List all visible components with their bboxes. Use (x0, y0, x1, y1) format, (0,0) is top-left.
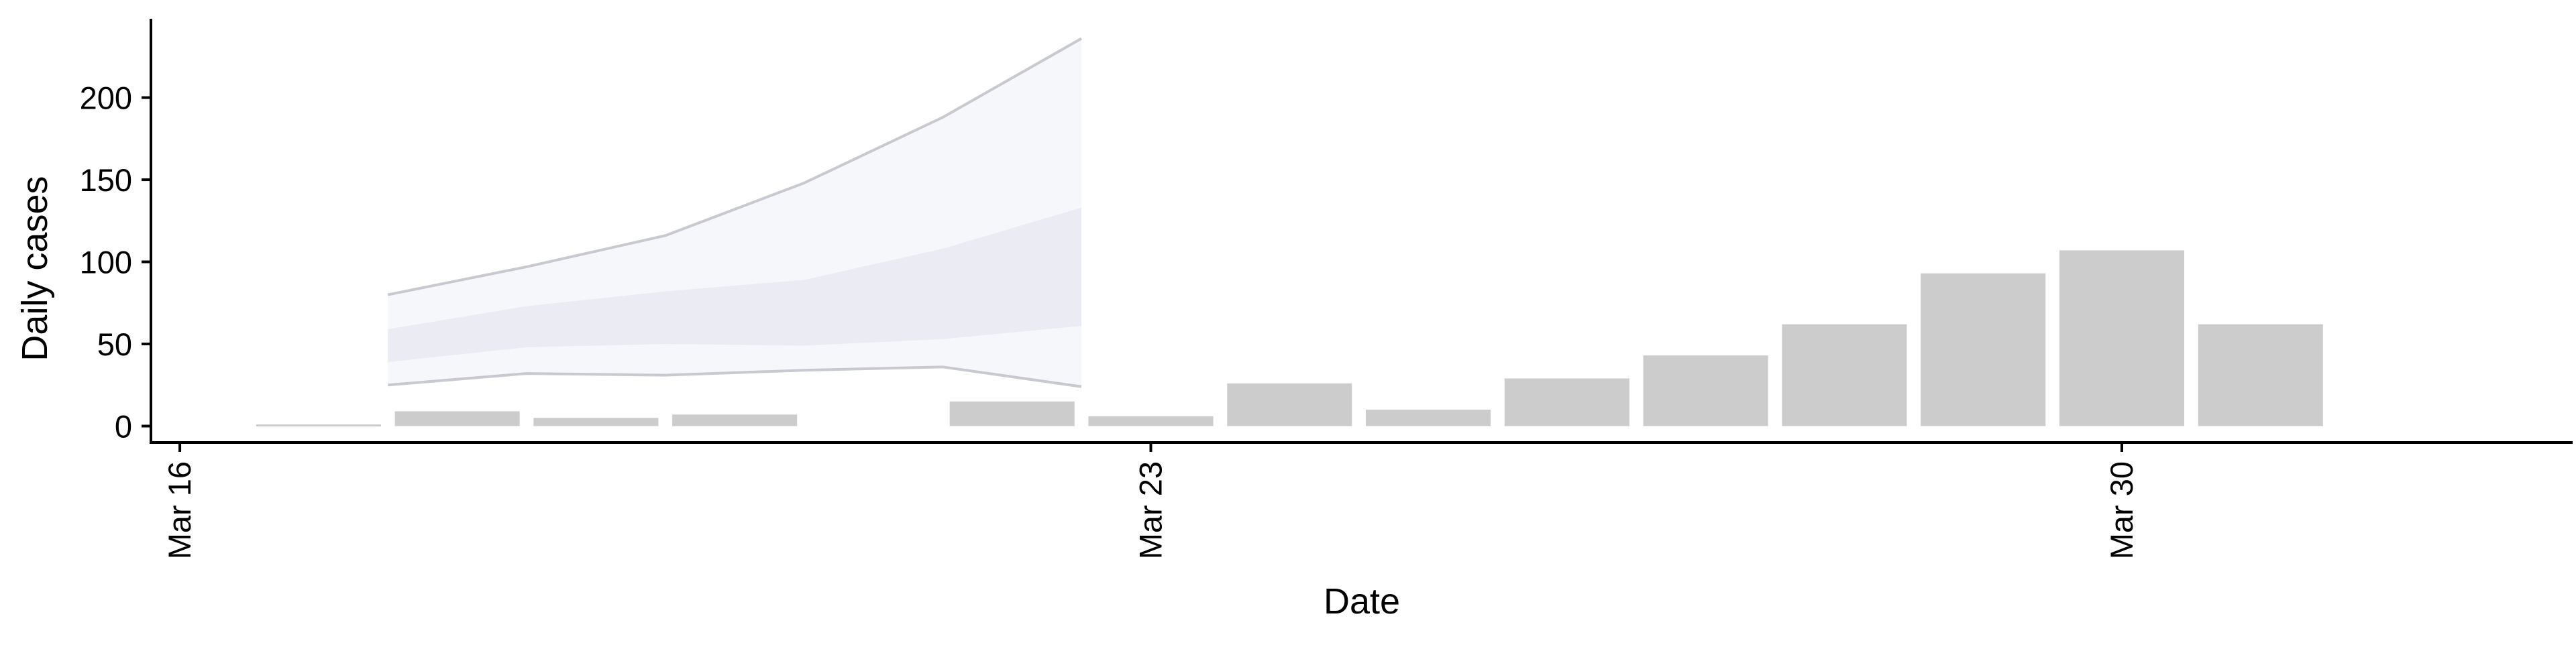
y-tick-label: 0 (115, 409, 132, 445)
bar (949, 401, 1075, 426)
bar-series (256, 250, 2323, 427)
bar (1504, 378, 1629, 426)
bar (1643, 355, 1768, 426)
forecast-lower-line (388, 365, 1082, 388)
y-tick-label: 50 (97, 327, 132, 362)
x-tick-label: Mar 30 (2104, 461, 2139, 559)
axes: 0 50 100 150 200 Mar 16 Mar 23 Mar 30 (80, 19, 2573, 559)
y-tick-label: 100 (80, 245, 132, 280)
bar (1366, 410, 1491, 426)
bar (1227, 383, 1352, 426)
y-axis-ticks: 0 50 100 150 200 (80, 80, 151, 445)
x-tick-label: Mar 23 (1133, 461, 1169, 559)
bar (1088, 416, 1214, 426)
x-tick-label: Mar 16 (162, 461, 197, 559)
bar (1921, 273, 2046, 426)
bar (2198, 324, 2323, 426)
y-axis-title: Daily cases (15, 176, 55, 361)
forecast-bands (387, 37, 1083, 388)
x-axis-title: Date (1324, 581, 1400, 622)
bar (394, 411, 520, 426)
bar (533, 418, 659, 426)
bar (2059, 250, 2185, 426)
y-tick-label: 200 (80, 80, 132, 116)
bar (256, 424, 381, 427)
forecast-inner-band (388, 207, 1082, 362)
bar (1782, 324, 1907, 426)
x-axis-ticks: Mar 16 Mar 23 Mar 30 (162, 443, 2139, 559)
bar (672, 414, 798, 426)
y-tick-label: 150 (80, 162, 132, 198)
forecast-outer-band (388, 38, 1082, 387)
forecast-upper-line (387, 37, 1083, 296)
